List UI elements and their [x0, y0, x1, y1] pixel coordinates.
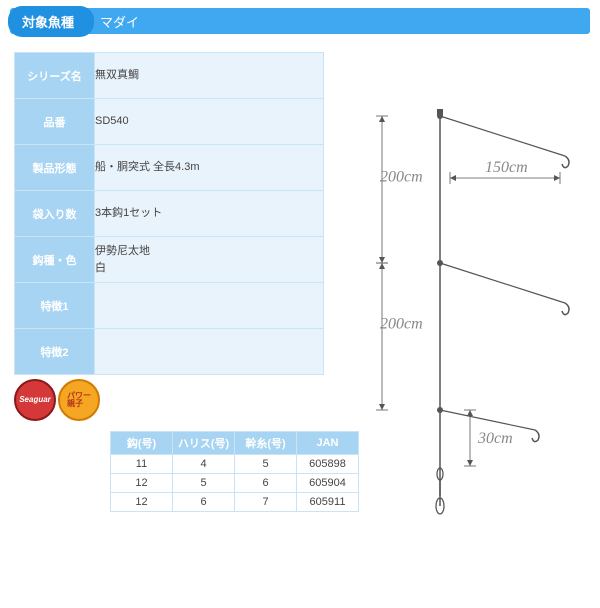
spec-value: 無双真鯛 — [95, 53, 324, 99]
spec-row: シリーズ名無双真鯛 — [15, 53, 324, 99]
svg-text:200cm: 200cm — [380, 316, 423, 333]
size-cell: 12 — [111, 493, 173, 512]
spec-table: シリーズ名無双真鯛品番SD540製品形態船・胴突式 全長4.3m袋入り数3本鈎1… — [14, 52, 324, 375]
spec-label: 特徴2 — [15, 329, 95, 375]
size-header: 幹糸(号) — [235, 432, 297, 455]
spec-row: 特徴1 — [15, 283, 324, 329]
spec-label: 袋入り数 — [15, 191, 95, 237]
size-row: 1267605911 — [111, 493, 359, 512]
spec-label: 品番 — [15, 99, 95, 145]
size-cell: 5 — [235, 455, 297, 474]
size-header: 鈎(号) — [111, 432, 173, 455]
spec-label: 鈎種・色 — [15, 237, 95, 283]
size-cell: 5 — [173, 474, 235, 493]
size-header: ハリス(号) — [173, 432, 235, 455]
spec-row: 袋入り数3本鈎1セット — [15, 191, 324, 237]
size-cell: 11 — [111, 455, 173, 474]
size-cell: 12 — [111, 474, 173, 493]
size-header: JAN — [297, 432, 359, 455]
spec-value — [95, 329, 324, 375]
spec-row: 鈎種・色伊勢尼太地 白 — [15, 237, 324, 283]
header-badge-label: 対象魚種 — [8, 6, 94, 37]
header-bar: 対象魚種 マダイ — [10, 8, 590, 34]
size-cell: 6 — [173, 493, 235, 512]
spec-row: 特徴2 — [15, 329, 324, 375]
spec-label: 製品形態 — [15, 145, 95, 191]
size-cell: 605911 — [297, 493, 359, 512]
size-row: 1145605898 — [111, 455, 359, 474]
size-cell: 605904 — [297, 474, 359, 493]
target-fish: マダイ — [100, 12, 139, 31]
svg-text:200cm: 200cm — [380, 169, 423, 186]
power-badge: パワー親子 — [58, 379, 100, 421]
seaguar-badge: Seaguar — [14, 379, 56, 421]
size-row: 1256605904 — [111, 474, 359, 493]
spec-value: 船・胴突式 全長4.3m — [95, 145, 324, 191]
spec-row: 品番SD540 — [15, 99, 324, 145]
svg-text:30cm: 30cm — [477, 430, 513, 447]
rig-diagram: 200cm 200cm 150cm 30cm — [360, 108, 590, 528]
spec-value: 伊勢尼太地 白 — [95, 237, 324, 283]
header-badge: 対象魚種 — [8, 6, 94, 37]
size-cell: 605898 — [297, 455, 359, 474]
spec-label: 特徴1 — [15, 283, 95, 329]
size-cell: 7 — [235, 493, 297, 512]
size-cell: 4 — [173, 455, 235, 474]
spec-value: SD540 — [95, 99, 324, 145]
svg-text:150cm: 150cm — [485, 159, 528, 176]
size-cell: 6 — [235, 474, 297, 493]
spec-label: シリーズ名 — [15, 53, 95, 99]
size-table: 鈎(号)ハリス(号)幹糸(号)JAN 114560589812566059041… — [110, 431, 359, 512]
spec-value: 3本鈎1セット — [95, 191, 324, 237]
spec-value — [95, 283, 324, 329]
spec-row: 製品形態船・胴突式 全長4.3m — [15, 145, 324, 191]
